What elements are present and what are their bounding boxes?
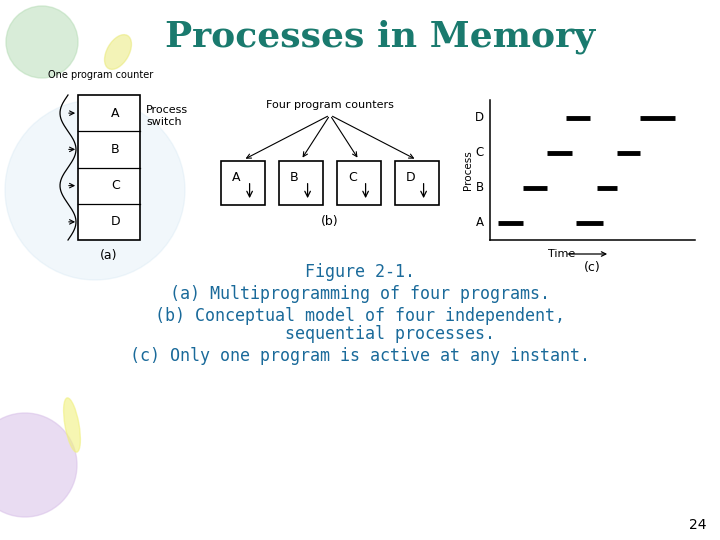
Text: (c): (c): [584, 261, 601, 274]
Text: (b) Conceptual model of four independent,: (b) Conceptual model of four independent…: [155, 307, 565, 325]
Text: A: A: [476, 216, 484, 229]
Text: Four program counters: Four program counters: [266, 100, 394, 110]
Ellipse shape: [63, 398, 81, 452]
Bar: [279, 161, 323, 205]
Bar: [78, 95, 140, 240]
Circle shape: [0, 413, 77, 517]
Text: sequential processes.: sequential processes.: [225, 325, 495, 343]
Text: B: B: [476, 181, 484, 194]
Text: Process: Process: [463, 150, 473, 190]
Bar: [337, 161, 381, 205]
Text: 24: 24: [688, 518, 706, 532]
Text: Processes in Memory: Processes in Memory: [165, 20, 595, 54]
Circle shape: [6, 6, 78, 78]
Text: C: C: [111, 179, 120, 192]
Text: D: D: [110, 215, 120, 228]
Bar: [221, 161, 265, 205]
Text: Time: Time: [548, 249, 575, 259]
Text: Process
switch: Process switch: [146, 105, 188, 126]
Text: B: B: [290, 171, 299, 184]
Text: D: D: [475, 111, 484, 124]
Circle shape: [5, 100, 185, 280]
Ellipse shape: [104, 35, 132, 69]
Text: B: B: [111, 143, 120, 156]
Text: (b): (b): [321, 214, 339, 227]
Text: (a): (a): [100, 249, 118, 262]
Text: (c) Only one program is active at any instant.: (c) Only one program is active at any in…: [130, 347, 590, 365]
Text: One program counter: One program counter: [48, 70, 153, 80]
Text: D: D: [405, 171, 415, 184]
Text: Figure 2-1.: Figure 2-1.: [305, 263, 415, 281]
Text: (a) Multiprogramming of four programs.: (a) Multiprogramming of four programs.: [170, 285, 550, 303]
Text: A: A: [111, 106, 120, 120]
Bar: [395, 161, 439, 205]
Text: A: A: [232, 171, 240, 184]
Text: C: C: [348, 171, 357, 184]
Text: C: C: [476, 146, 484, 159]
